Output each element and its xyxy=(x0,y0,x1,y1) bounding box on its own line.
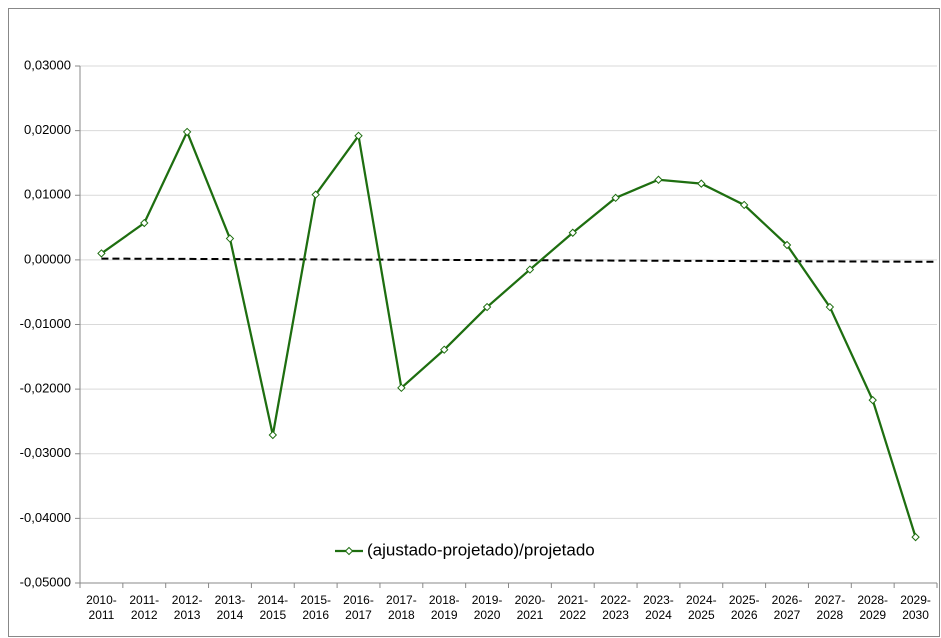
x-tick-label: 2013-2014 xyxy=(214,593,246,622)
x-tick-label: 2017-2018 xyxy=(386,593,417,622)
y-tick-label: -0,05000 xyxy=(20,574,71,589)
data-point xyxy=(825,302,835,312)
y-tick-label: 0,01000 xyxy=(24,187,71,202)
y-tick-label: -0,04000 xyxy=(20,510,71,525)
data-line xyxy=(100,129,917,538)
y-tick-label: 0,00000 xyxy=(24,251,71,266)
data-point xyxy=(568,228,577,237)
data-point xyxy=(525,265,535,274)
x-tick-label: 2027-2028 xyxy=(814,593,846,622)
data-point xyxy=(782,240,792,250)
data-point xyxy=(225,234,235,243)
y-tick-label: 0,02000 xyxy=(24,122,71,137)
legend-marker xyxy=(344,546,354,556)
data-point xyxy=(140,218,149,228)
data-point xyxy=(911,532,920,542)
x-tick-label: 2015-2016 xyxy=(300,593,332,622)
data-point xyxy=(482,302,492,312)
data-point xyxy=(739,200,749,210)
y-tick-label: 0,03000 xyxy=(24,57,71,72)
data-point xyxy=(654,175,663,184)
x-tick-label: 2014-2015 xyxy=(257,593,289,622)
data-point xyxy=(397,383,406,393)
x-tick-label: 2012-2013 xyxy=(171,593,203,622)
y-tick-label: -0,03000 xyxy=(20,445,71,460)
data-point xyxy=(311,190,320,199)
x-tick-label: 2023-2024 xyxy=(643,593,674,622)
x-tick-label: 2024-2025 xyxy=(685,593,717,622)
data-point xyxy=(354,131,363,141)
legend-label: (ajustado-projetado)/projetado xyxy=(367,540,595,559)
x-tick-label: 2026-2027 xyxy=(771,593,803,622)
x-tick-label: 2020-2021 xyxy=(514,593,546,622)
data-point xyxy=(868,395,877,405)
data-point xyxy=(697,179,706,188)
x-tick-label: 2011-2012 xyxy=(129,593,160,622)
data-point xyxy=(611,193,620,203)
x-tick-label: 2016-2017 xyxy=(343,593,374,622)
y-tick-label: -0,02000 xyxy=(20,381,71,396)
x-tick-label: 2010-2011 xyxy=(86,593,117,622)
data-point xyxy=(97,249,106,258)
x-tick-label: 2018-2019 xyxy=(428,593,460,622)
x-tick-label: 2028-2029 xyxy=(857,593,889,622)
x-tick-label: 2025-2026 xyxy=(728,593,760,622)
x-tick-label: 2029-2030 xyxy=(900,593,931,622)
x-tick-label: 2019-2020 xyxy=(471,593,503,622)
x-tick-label: 2021-2022 xyxy=(557,593,589,622)
y-tick-label: -0,01000 xyxy=(20,316,71,331)
data-point xyxy=(182,127,192,137)
data-point xyxy=(268,430,278,440)
data-point xyxy=(440,345,449,354)
x-tick-label: 2022-2023 xyxy=(600,593,631,622)
chart-border xyxy=(8,8,940,637)
